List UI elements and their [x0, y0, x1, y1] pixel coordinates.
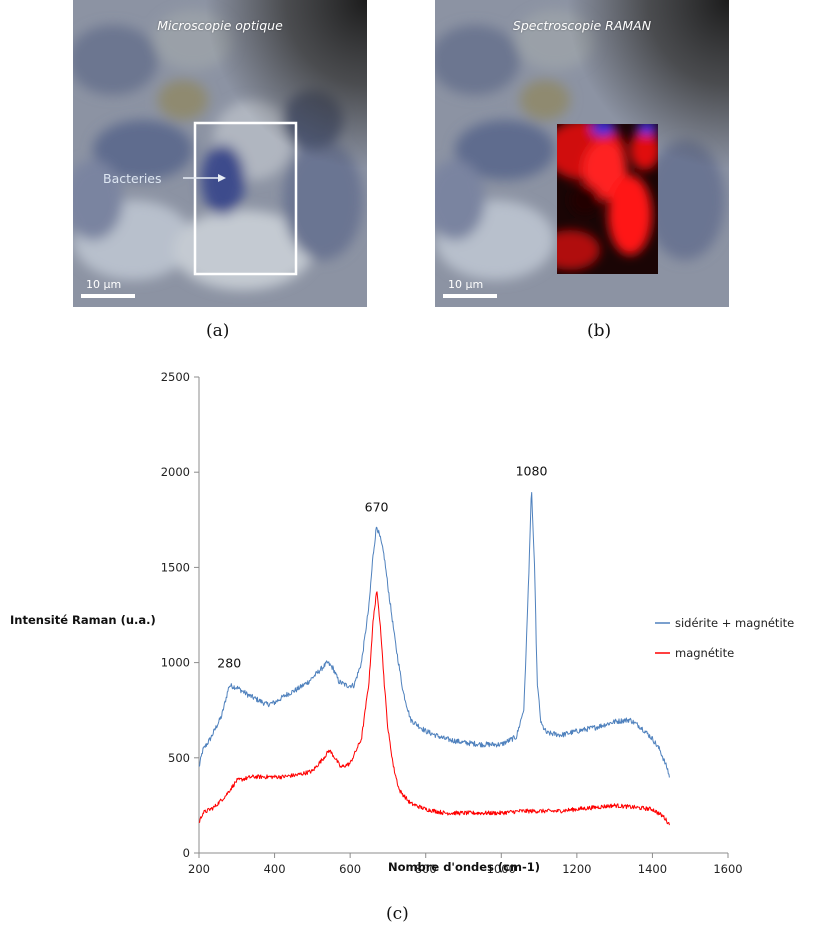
legend-magnetite: magnétite: [675, 646, 734, 660]
y-tick-label: 0: [183, 846, 190, 860]
series-line-magnetite: [198, 591, 670, 826]
legend: sidérite + magnétite magnétite: [655, 616, 794, 660]
series-line-siderite-magnetite: [198, 492, 670, 778]
caption-c: (c): [386, 904, 409, 924]
y-tick-label: 500: [168, 751, 190, 765]
x-tick-label: 1400: [638, 862, 667, 876]
x-tick-label: 800: [415, 862, 437, 876]
x-tick-label: 1200: [562, 862, 591, 876]
scale-bar-label: 10 µm: [448, 278, 484, 291]
y-axis: 0 500 1000 1500 2000 2500: [161, 370, 200, 860]
raman-spectroscopy-image: [435, 0, 729, 307]
raman-map: [557, 124, 658, 274]
x-axis: 200 400 600 800 1000 1200 1400 1600: [188, 852, 743, 876]
x-tick-label: 1000: [487, 862, 516, 876]
x-tick-label: 600: [339, 862, 361, 876]
x-tick-label: 1600: [713, 862, 742, 876]
y-tick-label: 1500: [161, 560, 190, 574]
optical-microscopy-image: [73, 0, 367, 307]
y-tick-label: 2500: [161, 370, 190, 384]
series-layer: [198, 492, 670, 826]
scale-bar: [443, 294, 497, 298]
scale-bar: [81, 294, 135, 298]
y-axis-label: Intensité Raman (u.a.): [10, 613, 156, 627]
raman-spectroscopy-panel: Spectroscopie RAMAN 10 µm: [435, 0, 729, 307]
annotation-layer: 280 670 1080: [217, 463, 547, 670]
legend-siderite-magnetite: sidérite + magnétite: [675, 616, 794, 630]
region-of-interest-box: [193, 121, 298, 276]
x-tick-label: 400: [264, 862, 286, 876]
bacteria-label: Bacteries: [103, 171, 162, 186]
panel-b-title: Spectroscopie RAMAN: [512, 18, 652, 33]
panel-a-title: Microscopie optique: [157, 18, 283, 33]
peak-label-1080: 1080: [516, 463, 548, 478]
x-axis-label: Nombre d'ondes (cm-1): [388, 860, 540, 874]
x-tick-label: 200: [188, 862, 210, 876]
scale-bar-label: 10 µm: [86, 278, 122, 291]
raman-spectrum-chart: 0 500 1000 1500 2000 2500 200 400 600 800 1000 120…: [10, 370, 794, 876]
caption-a: (a): [206, 321, 230, 341]
caption-b: (b): [587, 321, 612, 341]
optical-microscopy-panel: Microscopie optique Bacteries 10 µm: [73, 0, 367, 307]
y-tick-label: 2000: [161, 465, 190, 479]
peak-label-670: 670: [365, 500, 389, 515]
peak-label-280: 280: [217, 656, 241, 671]
y-tick-label: 1000: [161, 656, 190, 670]
